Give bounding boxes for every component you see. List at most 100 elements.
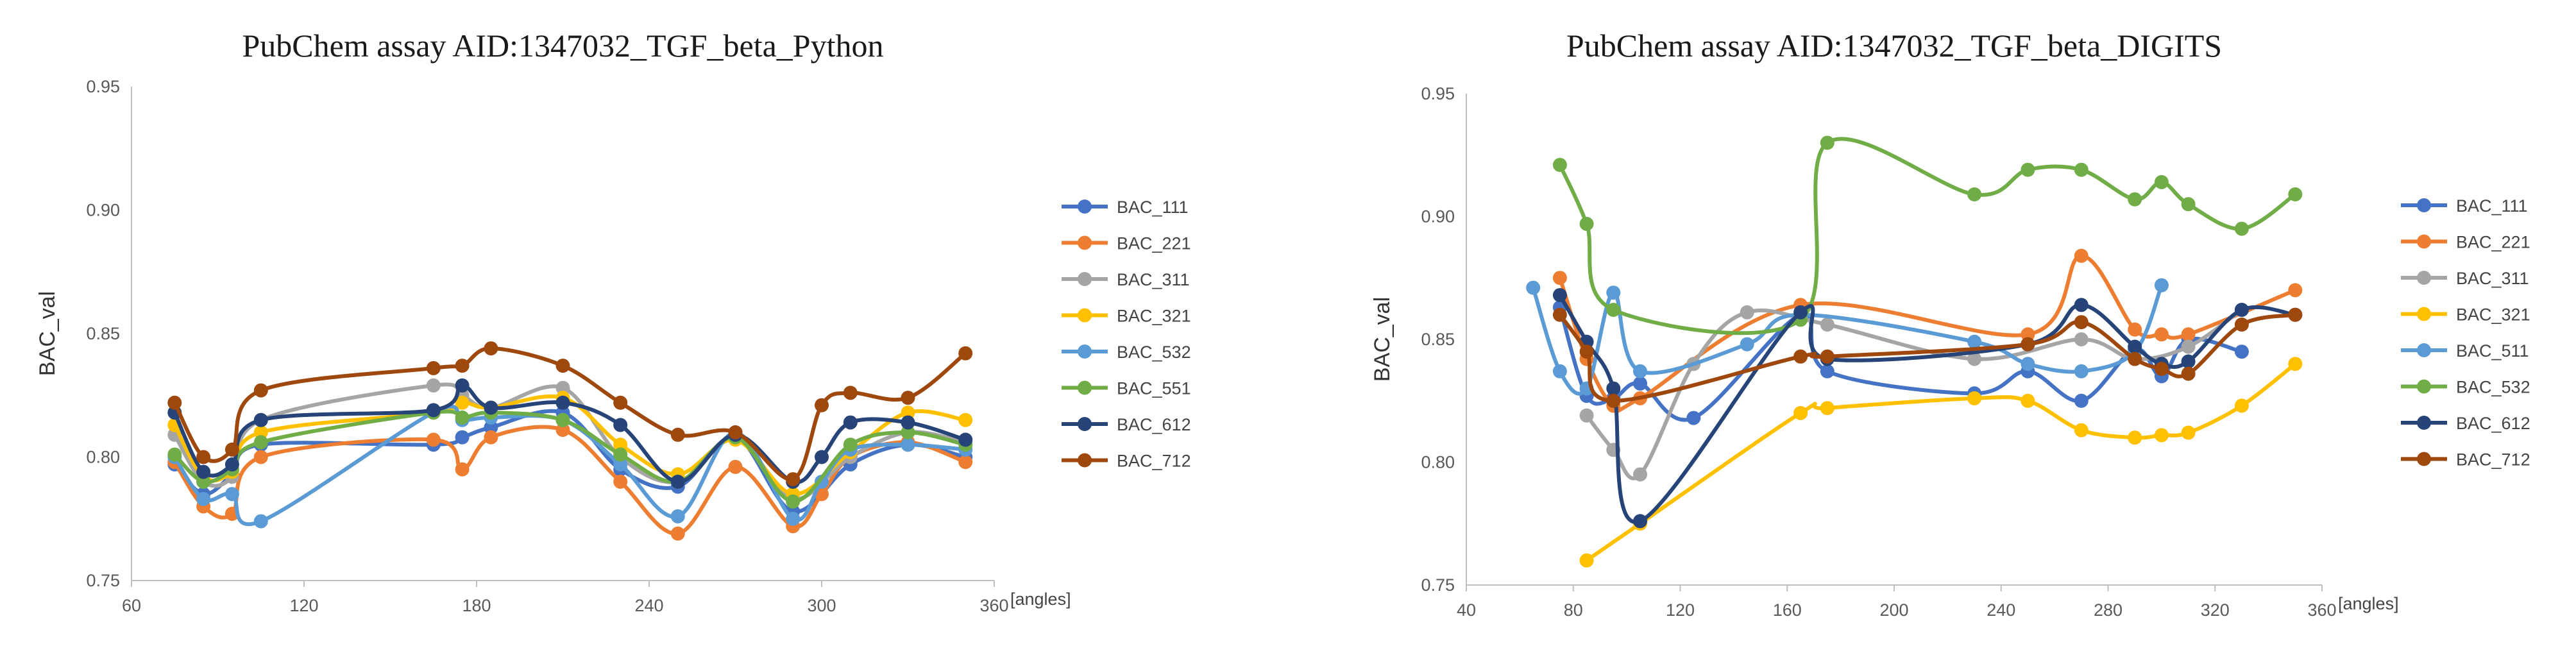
chart-0-legend-item: BAC_111: [1062, 198, 1189, 217]
chart-0-legend-item: BAC_311: [1062, 270, 1190, 289]
chart-0-xlabel: [angles]: [1010, 590, 1071, 609]
chart-0-ytick-label: 0.85: [86, 324, 120, 343]
chart-0-series-bac-612-point: [901, 415, 915, 430]
chart-1-series-bac-321-point: [2181, 425, 2196, 440]
chart-1-series-bac-321-point: [1793, 405, 1808, 420]
chart-1-series-bac-511-point: [2074, 364, 2089, 378]
chart-0-series-bac-712-point: [167, 395, 182, 410]
chart-1-xtick-label: 280: [2094, 600, 2123, 620]
chart-0-series-bac-532-point: [613, 457, 628, 471]
chart-0-legend-label: BAC_111: [1117, 198, 1189, 217]
chart-1-xtick-label: 240: [1987, 600, 2015, 620]
chart-1-series-bac-532-point: [1967, 187, 1982, 201]
chart-0-legend-label: BAC_321: [1117, 307, 1191, 326]
chart-1-xtick-label: 160: [1773, 600, 1802, 620]
chart-0-legend-item: BAC_221: [1062, 234, 1191, 253]
chart-0-series-bac-612-point: [455, 378, 470, 393]
chart-0-legend-label: BAC_612: [1117, 415, 1191, 434]
chart-0-series-bac-712-point: [815, 398, 829, 412]
chart-1-legend-swatch-marker: [2417, 198, 2431, 212]
chart-0-series-bac-712-point: [225, 442, 239, 457]
chart-1-series-bac-612-point: [2074, 298, 2089, 312]
chart-1-series-bac-612-line: [1557, 293, 2298, 524]
chart-0-series-bac-311-point: [426, 378, 441, 393]
chart-1-legend-item: BAC_321: [2401, 305, 2530, 325]
chart-1-legend-swatch-marker: [2417, 234, 2431, 249]
chart-0-series-bac-612: [167, 378, 973, 489]
chart-0-legend-swatch-marker: [1078, 417, 1092, 431]
chart-0-legend-swatch-marker: [1078, 344, 1092, 359]
chart-1-legend-item: BAC_221: [2401, 233, 2530, 252]
chart-0-series-bac-612-line: [173, 383, 968, 484]
chart-0-series-bac-612-point: [670, 475, 685, 489]
chart-1-series-bac-532-point: [2021, 162, 2035, 177]
chart-0-series-bac-712-point: [958, 346, 973, 361]
chart-0-series-bac-712-point: [196, 450, 211, 464]
chart-0-series-bac-712-point: [455, 359, 470, 373]
chart-1-legend-label: BAC_221: [2456, 233, 2530, 252]
chart-0-ytick-label: 0.95: [86, 77, 120, 96]
chart-0-series-bac-221-point: [958, 455, 973, 470]
chart-1-legend-item: BAC_311: [2401, 269, 2529, 288]
chart-0-series-bac-551-point: [196, 475, 211, 489]
chart-0-legend-swatch-marker: [1078, 380, 1092, 395]
chart-0-series-bac-551-point: [555, 412, 570, 427]
chart-1-series-bac-532-point: [2181, 197, 2196, 212]
chart-1-series-bac-311-point: [2181, 339, 2196, 354]
chart-1-legend-label: BAC_111: [2456, 196, 2528, 216]
chart-1-series-bac-712-point: [2021, 337, 2035, 352]
chart-1-legend-item: BAC_111: [2401, 196, 2528, 216]
chart-1-series-bac-311-point: [1633, 467, 1647, 482]
chart-1-series-bac-321-point: [1967, 391, 1982, 405]
chart-1-xtick-label: 200: [1879, 600, 1908, 620]
chart-1-series-bac-612-point: [1793, 305, 1808, 319]
chart-0-series-bac-551-point: [253, 435, 268, 450]
chart-0-series-bac-221-point: [670, 526, 685, 541]
chart-1-legend-item: BAC_532: [2401, 378, 2530, 397]
chart-1-series-bac-111-line: [1557, 305, 2244, 422]
chart-1-series-bac-532-point: [2234, 221, 2249, 236]
chart-0-series-bac-551-point: [901, 425, 915, 439]
chart-0-series-bac-221-point: [555, 423, 570, 437]
chart-1-series-bac-532-point: [2074, 162, 2089, 177]
chart-1-xtick-label: 40: [1457, 600, 1476, 620]
chart-0-series-bac-221-point: [484, 430, 498, 445]
chart-1-series-bac-111-point: [1633, 376, 1647, 391]
chart-0-legend-swatch-marker: [1078, 235, 1092, 250]
chart-python-svg: PubChem assay AID:1347032_TGF_beta_Pytho…: [35, 28, 1191, 615]
chart-0-xtick-label: 360: [979, 596, 1008, 615]
chart-1-series-bac-532-point: [1820, 135, 1835, 150]
chart-1-legend-item: BAC_511: [2401, 341, 2529, 361]
chart-1-series-bac-712-point: [2074, 315, 2089, 330]
chart-0-series-bac-551-line: [173, 409, 968, 504]
chart-0-series-bac-532-point: [253, 514, 268, 529]
chart-1-series-bac-311-point: [1740, 305, 1754, 319]
chart-1-series-bac-532: [1552, 135, 2303, 335]
chart-0-series-bac-551-point: [843, 437, 858, 452]
chart-0-xtick-label: 180: [462, 596, 491, 615]
chart-1-series-bac-532-line: [1557, 137, 2298, 335]
chart-0-series-bac-712-point: [484, 341, 498, 356]
chart-1-series-bac-712: [1552, 307, 2303, 408]
chart-1-series-bac-612-point: [2234, 303, 2249, 317]
chart-1-series-bac-311-point: [1820, 318, 1835, 332]
chart-0-series-bac-532-point: [670, 509, 685, 523]
chart-1-series-bac-532-point: [1606, 303, 1621, 317]
chart-1-series-bac-511-point: [1552, 364, 1567, 378]
chart-1-series-bac-111-point: [2074, 393, 2089, 408]
chart-0-legend-item: BAC_712: [1062, 452, 1191, 471]
chart-1-series-bac-532-point: [1579, 217, 1594, 231]
chart-1-series-bac-612-point: [2128, 339, 2142, 354]
chart-1-legend-swatch-marker: [2417, 307, 2431, 321]
chart-0-series-bac-712-point: [728, 425, 743, 439]
chart-0-series-bac-532-point: [196, 491, 211, 506]
chart-1-legend-item: BAC_612: [2401, 414, 2530, 433]
chart-0-xtick-label: 240: [634, 596, 663, 615]
chart-0-ytick-label: 0.75: [86, 571, 120, 590]
chart-0-series-bac-532-point: [225, 487, 239, 502]
chart-0-series-bac-321-point: [901, 405, 915, 420]
chart-1-series-bac-511-point: [1967, 334, 1982, 349]
chart-1-series-bac-712-point: [2154, 362, 2169, 376]
chart-1-series-bac-221-point: [2074, 248, 2089, 263]
chart-1-series-bac-221-point: [2181, 327, 2196, 342]
